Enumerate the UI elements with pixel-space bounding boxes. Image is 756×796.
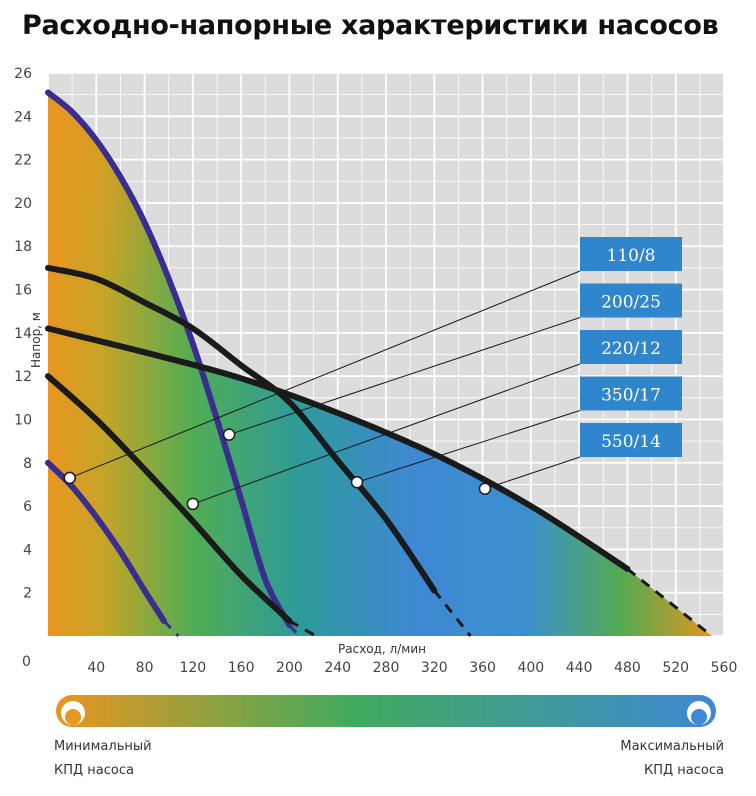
x-tick-label: 80 xyxy=(136,660,154,676)
model-label-text: 110/8 xyxy=(607,246,656,266)
y-tick-label: 8 xyxy=(23,456,32,472)
curve-tail-350-17 xyxy=(433,589,472,637)
label-marker xyxy=(186,497,200,511)
leader-line xyxy=(484,456,581,490)
x-ticks: 40 80 120 160 200 240 280 320 360 400 440 480 520 560 xyxy=(87,660,737,676)
x-tick-label: 440 xyxy=(566,660,593,676)
colorbar-max-label-line2: КПД насоса xyxy=(644,763,724,778)
leader-line xyxy=(69,270,581,479)
y-tick-label: 18 xyxy=(14,239,32,255)
y-tick-label: 4 xyxy=(23,542,32,558)
curve-350-17 xyxy=(45,264,438,594)
x-tick-label: 280 xyxy=(373,660,400,676)
y-tick-label: 2 xyxy=(23,586,32,602)
x-axis-label: Расход, л/мин xyxy=(338,642,426,656)
x-tick-label: 200 xyxy=(276,660,303,676)
x-tick-label: 480 xyxy=(614,660,641,676)
x-tick-label: 400 xyxy=(517,660,544,676)
curve-tail-550-14 xyxy=(626,567,713,638)
y-tick-label: 12 xyxy=(14,369,32,385)
chart-title: Расходно-напорные характеристики насосов xyxy=(22,10,719,41)
model-label-box xyxy=(580,283,682,318)
label-marker xyxy=(222,428,236,441)
leader-line xyxy=(192,363,581,505)
colorbar-min-label-line2: КПД насоса xyxy=(54,763,134,778)
model-label-box xyxy=(580,376,682,411)
curve-tail-110-8 xyxy=(162,619,180,638)
model-label-text: 220/12 xyxy=(601,339,661,359)
colorbar-gradient xyxy=(56,695,716,727)
model-label-text: 200/25 xyxy=(601,293,661,313)
curve-tail-220-12 xyxy=(288,619,317,638)
leader-line xyxy=(228,317,581,436)
curve-110-8 xyxy=(45,459,167,624)
y-tick-label: 16 xyxy=(14,283,32,299)
x-tick-label: 560 xyxy=(711,660,738,676)
y-axis-label: Напор, м xyxy=(29,312,43,368)
leader-line xyxy=(356,410,581,483)
model-label-box xyxy=(580,237,682,271)
efficiency-region-shade xyxy=(48,92,712,636)
colorbar-min-marker-dot xyxy=(65,709,81,725)
model-label-text: 550/14 xyxy=(601,432,661,452)
curve-550-14 xyxy=(45,325,631,572)
model-label-box xyxy=(580,423,682,457)
model-label-box xyxy=(580,330,682,364)
y-tick-label: 26 xyxy=(14,66,32,82)
origin-tick-label: 0 xyxy=(22,654,31,670)
curve-200-25 xyxy=(45,89,293,629)
curve-tail-200-25 xyxy=(288,624,301,637)
label-marker xyxy=(478,482,492,496)
colorbar-max-label-line1: Максимальный xyxy=(620,739,724,754)
efficiency-colorbar: Минимальный КПД насоса Максимальный КПД … xyxy=(54,695,724,778)
y-tick-label: 6 xyxy=(23,499,32,515)
label-leaders xyxy=(69,270,581,505)
y-tick-label: 22 xyxy=(14,153,32,169)
x-tick-label: 40 xyxy=(87,660,105,676)
label-markers xyxy=(63,428,492,511)
curve-220-12 xyxy=(45,373,293,624)
y-tick-label: 10 xyxy=(14,412,32,428)
y-tick-label: 20 xyxy=(14,196,32,212)
x-tick-label: 240 xyxy=(324,660,351,676)
x-tick-label: 160 xyxy=(228,660,255,676)
pump-curves xyxy=(45,89,713,638)
x-tick-label: 520 xyxy=(662,660,689,676)
x-tick-label: 320 xyxy=(421,660,448,676)
colorbar-min-label-line1: Минимальный xyxy=(54,739,152,754)
y-tick-label: 24 xyxy=(14,109,32,125)
x-tick-label: 120 xyxy=(179,660,206,676)
colorbar-max-marker-dot xyxy=(691,709,707,725)
model-labels: 110/8 200/25 220/12 350/17 550/14 xyxy=(580,237,682,457)
y-tick-label: 14 xyxy=(14,326,32,342)
label-marker xyxy=(63,471,76,485)
label-marker xyxy=(350,476,364,489)
x-tick-label: 360 xyxy=(469,660,496,676)
model-label-text: 350/17 xyxy=(601,386,661,406)
